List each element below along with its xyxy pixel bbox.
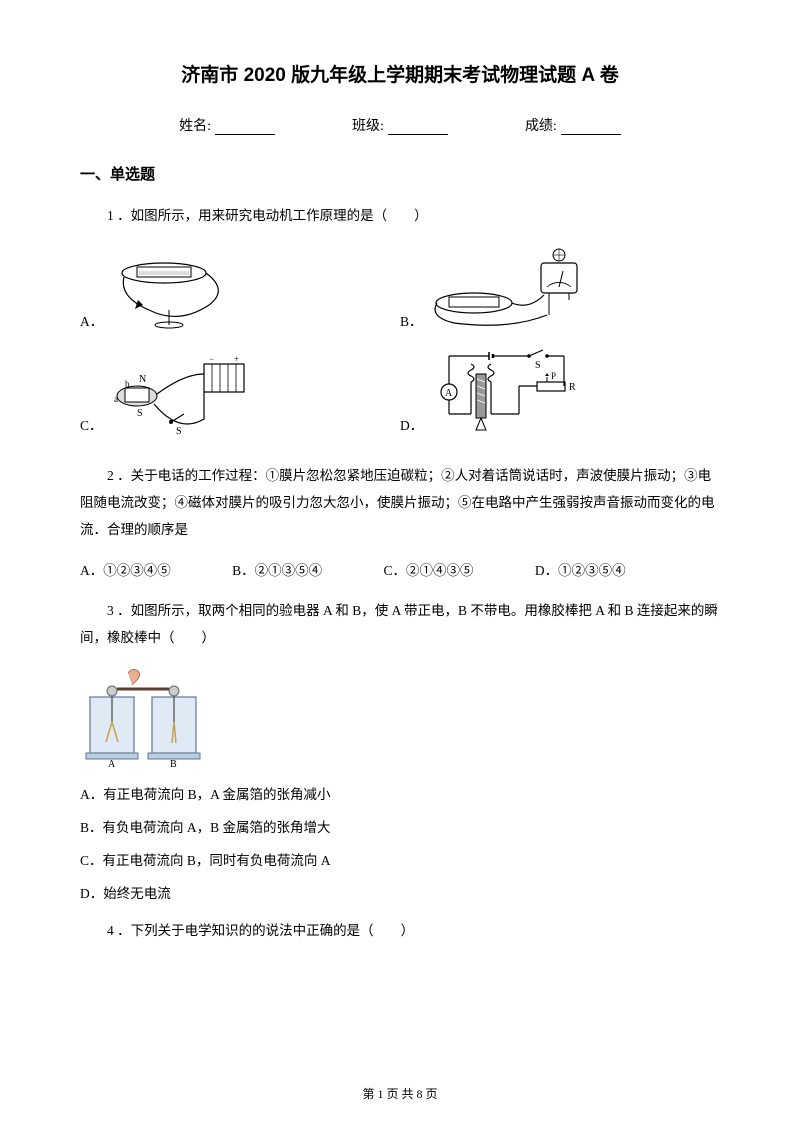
class-blank[interactable] (388, 120, 448, 135)
q2-option-b: B．②①③⑤④ (232, 559, 322, 579)
q2-option-a: A．①②③④⑤ (80, 559, 171, 579)
q1-diagrams: A． B． (80, 245, 720, 448)
page-title: 济南市 2020 版九年级上学期期末考试物理试题 A 卷 (80, 60, 720, 87)
class-label: 班级: (352, 119, 384, 134)
q3-option-c: C．有正电荷流向 B，同时有负电荷流向 A (80, 847, 720, 874)
diagram-a-icon (109, 255, 239, 330)
svg-text:+: + (234, 354, 239, 364)
q3-text: 3 ．如图所示，取两个相同的验电器 A 和 B，使 A 带正电，B 不带电。用橡… (80, 597, 720, 651)
q2-text: 2 ．关于电话的工作过程：①膜片忽松忽紧地压迫碳粒；②人对着话筒说话时，声波使膜… (80, 462, 720, 543)
diagram-c-icon: − + N S a b S (109, 354, 259, 434)
diagram-d-icon: S R P A (429, 344, 579, 434)
q4-text: 4 ．下列关于电学知识的的说法中正确的是（ ） (80, 917, 720, 944)
q1-label-c: C． (80, 414, 103, 434)
section-header: 一、单选题 (80, 163, 720, 184)
electroscope-icon: A B (80, 667, 210, 767)
name-blank[interactable] (215, 120, 275, 135)
svg-text:S: S (137, 408, 143, 419)
svg-text:−: − (209, 354, 214, 364)
exam-page: 济南市 2020 版九年级上学期期末考试物理试题 A 卷 姓名: 班级: 成绩:… (0, 0, 800, 1132)
q1-label-b: B． (400, 310, 423, 330)
q1-option-c: C． − + N S a b (80, 344, 400, 434)
q3-option-b: B．有负电荷流向 A，B 金属箔的张角增大 (80, 814, 720, 841)
svg-text:A: A (445, 388, 453, 399)
q1-option-b: B． (400, 245, 720, 330)
diagram-b-icon (429, 245, 594, 330)
svg-text:N: N (139, 374, 146, 385)
svg-text:S: S (535, 360, 541, 371)
page-footer: 第 1 页 共 8 页 (0, 1085, 800, 1102)
q1-text: 1 ．如图所示，用来研究电动机工作原理的是（ ） (80, 202, 720, 229)
svg-text:S: S (176, 426, 182, 434)
svg-text:R: R (569, 382, 576, 393)
q3-option-a: A．有正电荷流向 B，A 金属箔的张角减小 (80, 781, 720, 808)
q3-option-d: D．始终无电流 (80, 880, 720, 907)
q2-option-d: D．①②③⑤④ (535, 559, 626, 579)
svg-text:A: A (108, 759, 116, 767)
q1-label-d: D． (400, 414, 423, 434)
score-label: 成绩: (525, 119, 557, 134)
q1-option-a: A． (80, 245, 400, 330)
score-blank[interactable] (561, 120, 621, 135)
info-row: 姓名: 班级: 成绩: (80, 115, 720, 135)
q2-options: A．①②③④⑤ B．②①③⑤④ C．②①④③⑤ D．①②③⑤④ (80, 559, 720, 579)
svg-text:P: P (551, 371, 556, 381)
q1-label-a: A． (80, 310, 103, 330)
q1-option-d: D． S R P (400, 344, 720, 434)
svg-text:a: a (114, 394, 118, 404)
q3-diagram: A B (80, 667, 720, 767)
svg-text:b: b (125, 379, 130, 389)
name-label: 姓名: (179, 119, 211, 134)
q2-option-c: C．②①④③⑤ (384, 559, 474, 579)
svg-text:B: B (170, 759, 177, 767)
